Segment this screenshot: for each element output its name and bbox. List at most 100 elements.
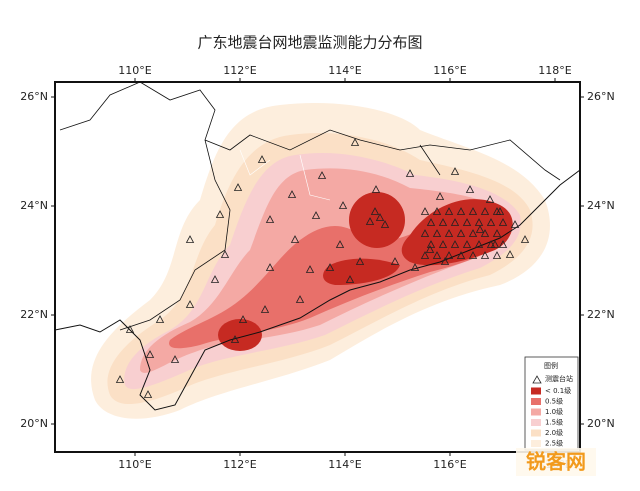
station	[462, 240, 472, 248]
map-body	[54, 81, 581, 453]
station	[420, 251, 430, 259]
legend-label: 2.5级	[545, 439, 563, 448]
station	[462, 218, 472, 226]
station	[450, 240, 460, 248]
station	[474, 240, 484, 248]
station	[338, 201, 348, 209]
station	[426, 218, 436, 226]
station	[305, 265, 315, 273]
legend-label: < 0.1级	[545, 386, 571, 395]
legend-swatch	[531, 440, 541, 447]
watermark: 锐客网	[516, 448, 596, 476]
station	[405, 169, 415, 177]
station	[444, 207, 454, 215]
station	[210, 275, 220, 283]
lat-label: 26°N	[20, 90, 48, 103]
coastline	[54, 169, 581, 411]
station	[432, 207, 442, 215]
station	[420, 229, 430, 237]
lat-label: 24°N	[587, 199, 615, 212]
inner-boundary	[239, 149, 331, 201]
station	[492, 207, 502, 215]
station	[444, 251, 454, 259]
station	[492, 251, 502, 259]
station	[355, 257, 365, 265]
station	[468, 229, 478, 237]
legend-label: 1.0级	[545, 407, 563, 416]
lon-label: 112°E	[223, 458, 256, 471]
station	[233, 183, 243, 191]
station	[520, 235, 530, 243]
zone-lt-0-1	[323, 258, 400, 285]
station	[444, 229, 454, 237]
station	[185, 235, 195, 243]
station	[438, 240, 448, 248]
station	[238, 315, 248, 323]
station	[426, 240, 436, 248]
legend: 图例 测震台站 < 0.1级 0.5级1.0级 1.5级2.0级 2.5级	[524, 356, 579, 451]
station	[410, 263, 420, 271]
station	[468, 251, 478, 259]
station	[390, 257, 400, 265]
map-title: 广东地震台网地震监测能力分布图	[197, 34, 422, 52]
station	[220, 250, 230, 258]
station	[468, 207, 478, 215]
station	[370, 207, 380, 215]
station	[317, 171, 327, 179]
station	[380, 220, 390, 228]
station	[432, 251, 442, 259]
station	[456, 207, 466, 215]
legend-swatch	[531, 419, 541, 426]
station	[350, 138, 360, 146]
station	[456, 251, 466, 259]
legend-title: 图例	[544, 361, 558, 370]
station	[480, 251, 490, 259]
station	[475, 225, 485, 233]
lon-label: 112°E	[223, 64, 256, 77]
lon-label: 118°E	[538, 64, 571, 77]
station	[486, 218, 496, 226]
station	[185, 300, 195, 308]
station	[311, 211, 321, 219]
station	[450, 167, 460, 175]
station	[155, 315, 165, 323]
legend-station-icon	[532, 375, 542, 384]
legend-swatch	[531, 429, 541, 437]
station	[485, 195, 495, 203]
station	[486, 240, 496, 248]
station	[295, 295, 305, 303]
lon-label: 116°E	[433, 64, 466, 77]
lat-label: 20°N	[587, 417, 615, 430]
station	[215, 210, 225, 218]
legend-label: 测震台站	[545, 374, 573, 383]
station	[125, 325, 135, 333]
legend-label: 1.5级	[545, 418, 563, 427]
station	[435, 192, 445, 200]
station	[365, 217, 375, 225]
station	[505, 250, 515, 258]
station	[456, 229, 466, 237]
legend-levels: < 0.1级 0.5级1.0级 1.5级2.0级 2.5级	[531, 386, 571, 448]
station	[257, 155, 267, 163]
lat-label: 24°N	[20, 199, 48, 212]
station	[115, 375, 125, 383]
lat-label: 22°N	[20, 308, 48, 321]
station	[498, 240, 508, 248]
lon-label: 110°E	[118, 64, 151, 77]
legend-swatch	[531, 398, 541, 405]
legend-swatch	[531, 387, 541, 395]
station	[465, 185, 475, 193]
station	[371, 185, 381, 193]
station	[265, 215, 275, 223]
station	[490, 240, 500, 248]
stations	[115, 138, 530, 398]
station	[450, 218, 460, 226]
legend-swatch	[531, 408, 541, 416]
station	[260, 305, 270, 313]
map-frame	[54, 81, 581, 453]
watermark-text: 锐客网	[526, 450, 586, 474]
station	[498, 218, 508, 226]
zone-lt-0-1	[401, 199, 513, 266]
lon-label: 114°E	[328, 64, 361, 77]
